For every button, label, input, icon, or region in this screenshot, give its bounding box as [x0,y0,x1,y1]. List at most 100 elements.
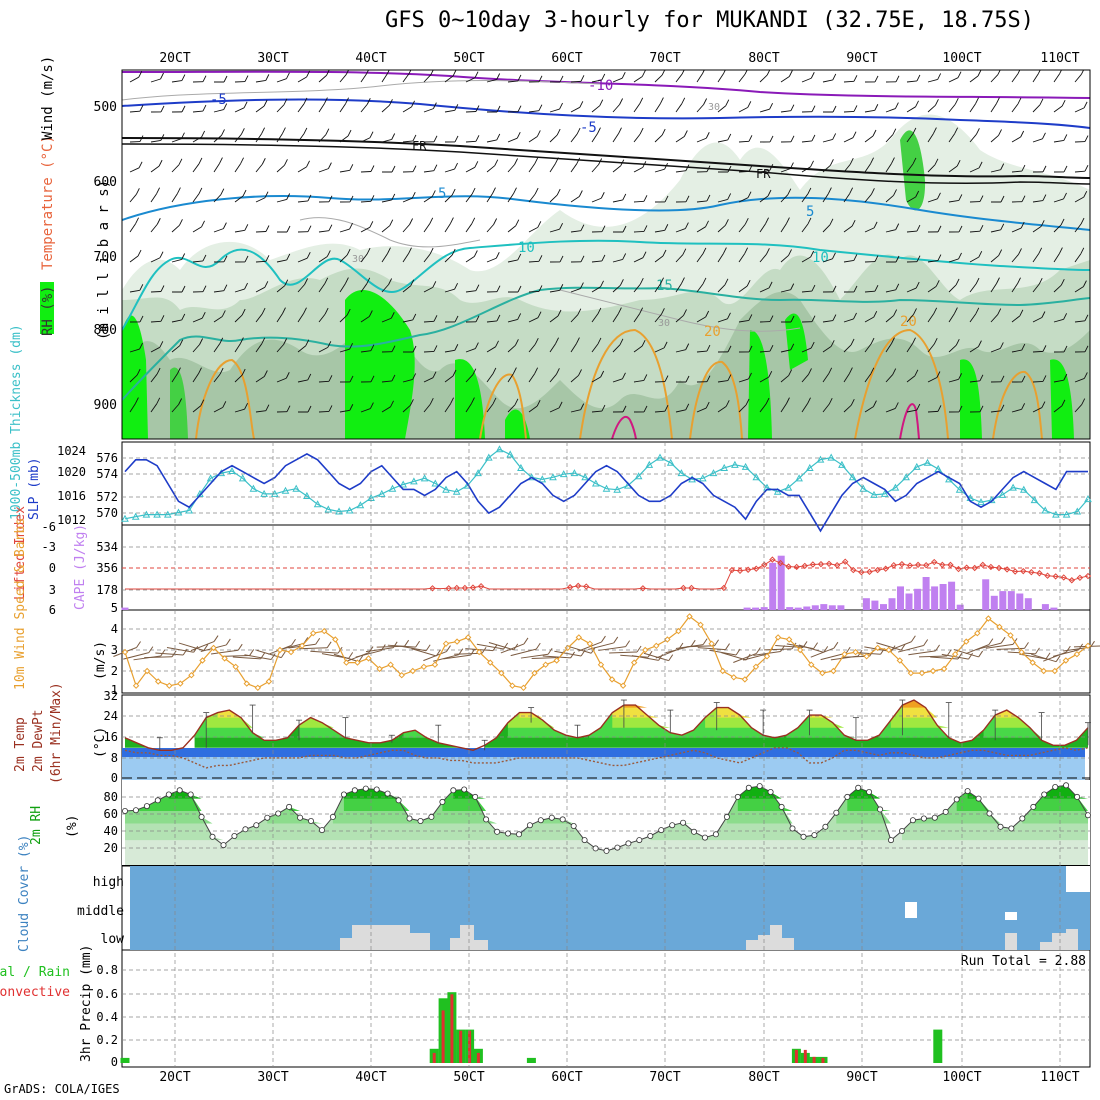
wind-barb-flag [828,367,833,374]
wind-barb [465,166,476,173]
wind-barb [297,313,304,323]
rh2m-unit-label: (%) [65,815,80,838]
cape-bar [888,598,896,610]
wind-barb [633,231,645,233]
lifted-index-point [874,566,881,574]
wind-barb-flag [473,250,478,257]
wind-barb-flag [619,338,624,346]
wind-barb [843,259,854,263]
wind-barb-flag [346,308,351,316]
wind-barb-flag [1024,642,1029,649]
wind-barb-flag [871,188,875,195]
wind-barb-flag [198,187,203,195]
wind-barb-flag [557,309,562,317]
cape-bar [956,604,964,610]
wind-barb-flag [513,187,517,194]
lifted-index-point [728,566,736,574]
wind-barb-flag [556,188,561,196]
wind-barb [129,223,136,233]
wind-barb-flag [451,188,456,196]
wind-barb-flag [391,374,396,382]
lifted-index-point [801,562,808,570]
rh-point [187,791,194,798]
wind-barb-flag [474,161,479,168]
wind-barb [213,228,224,233]
wind-barb [1074,320,1085,323]
tick-label: middle [77,904,124,919]
wind-barb-flag [452,70,457,77]
wind-barb [654,255,664,263]
wind-barb [318,346,329,353]
wind-barb [465,77,476,83]
wind-barb-flag [261,158,266,165]
lifted-index-point [947,561,954,569]
thickness-point [153,510,161,518]
wind-barb [908,650,936,656]
wind-speed-point [819,669,826,677]
tick-label: -3 [42,540,56,554]
convective-bar [459,1030,463,1063]
wind-barb-flag [240,128,245,135]
thickness-point [634,472,643,480]
wind-barb-flag [369,402,374,409]
wind-barb-flag [639,127,644,135]
wind-barb-flag [849,187,854,194]
wind-barb-flag [997,70,1001,75]
wind-barb [990,103,997,113]
wind-barb-flag [813,642,818,649]
wind-barb-flag [517,313,522,320]
wind-barb [150,346,161,353]
cape-bar [897,586,904,610]
wind-barb-flag [660,97,664,104]
wind-barb-flag [475,135,480,142]
wind-barb-flag [286,72,290,79]
thickness-point [720,463,729,471]
wind-barb-flag [454,162,458,170]
wind-barb-flag [643,195,648,202]
thickness-point [228,467,236,475]
wind-barb [297,103,305,113]
wind-barb [465,193,473,203]
date-label: 30CT [257,51,288,66]
wind-barb [150,257,161,263]
lifted-index-point [688,584,695,592]
wind-barb-flag [647,650,653,658]
thickness-point [185,506,194,514]
wind-barb-flag [936,371,941,378]
cape-bar [828,605,836,610]
tick-label: 356 [96,561,118,575]
wind-barb-flag [415,640,421,648]
wind-speed-point [1073,650,1081,658]
wind-barb-flag [1081,398,1086,405]
lifted-index-point [445,585,452,592]
wind-barb [885,163,892,173]
wind-barb [299,647,328,650]
thickness-point [442,485,450,493]
wind-barb [528,317,539,323]
wind-barb [801,193,809,203]
wind-barb [843,193,850,203]
wind-barb [948,103,956,113]
wind-barb [919,655,948,658]
wind-barb [654,347,665,353]
rh-point [122,808,129,815]
wind-barb-flag [786,397,790,404]
wind-barb-flag [745,398,750,406]
wind-barb-flag [664,195,669,203]
wind-barb [213,194,222,203]
wind-barb-flag [937,254,942,261]
cape-lifted-panel: -6 -3 0 3 6 534 356 178 Lifted Index CAP… [13,506,1092,617]
tick-label: 16 [104,730,118,744]
wind-barb-flag [160,315,165,322]
wind-barb-flag [1063,313,1068,320]
wind-barb [654,134,663,143]
wind-barb-flag [937,73,942,80]
wind-speed-point [752,663,760,671]
lifted-index-point [744,566,752,573]
wind-barb-flag [998,129,1002,136]
wind-barb-flag [643,374,648,381]
wind-speed-point [221,655,228,662]
wind-barb-flag [845,646,851,654]
convective-legend-label: Convective [0,985,70,1000]
wind-speed-point [996,623,1003,631]
